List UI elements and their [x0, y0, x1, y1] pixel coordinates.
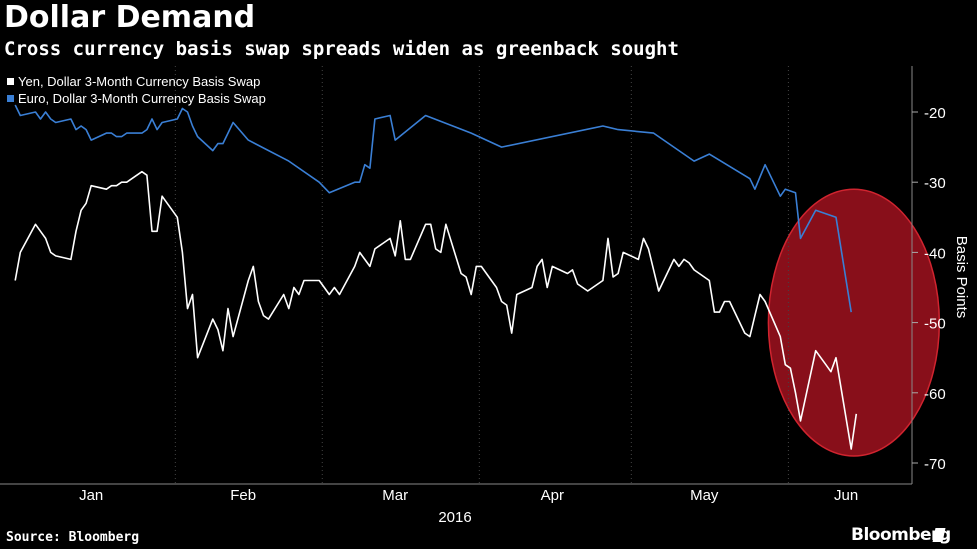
- chart-title: Dollar Demand: [4, 0, 256, 35]
- legend-swatch: [7, 95, 14, 102]
- legend: Yen, Dollar 3-Month Currency Basis Swap E…: [7, 74, 266, 106]
- x-tick-label: Feb: [230, 487, 256, 504]
- y-tick-label: -70: [924, 456, 946, 473]
- highlight-ellipse: [767, 188, 941, 457]
- x-tick-label: Jun: [834, 487, 858, 504]
- y-tick-label: -30: [924, 175, 946, 192]
- bloomberg-logo: Bloomberg: [851, 525, 951, 545]
- series-line-yen: [14, 170, 858, 450]
- x-tick-label: May: [690, 487, 719, 504]
- x-axis-label: 2016: [438, 509, 471, 526]
- legend-swatch: [7, 78, 14, 85]
- x-tick-label: Jan: [79, 487, 103, 504]
- grid-layer: [174, 66, 789, 484]
- y-axis-label: Basis Points: [953, 236, 970, 319]
- x-tick-label: Mar: [382, 487, 408, 504]
- axes-layer: -20 -30 -40 -50 -60 -70 Jan Feb Mar Apr May Jun: [0, 66, 946, 504]
- x-tick-label: Apr: [541, 487, 564, 504]
- y-tick-label: -60: [924, 386, 946, 403]
- y-tick-label: -40: [924, 245, 946, 262]
- chart-subtitle: Cross currency basis swap spreads widen …: [4, 38, 679, 60]
- y-tick-label: -50: [924, 316, 946, 333]
- source-note: Source: Bloomberg: [6, 530, 140, 545]
- series-line-euro: [14, 104, 852, 313]
- highlight-layer: [767, 188, 941, 457]
- legend-label: Yen, Dollar 3-Month Currency Basis Swap: [18, 74, 260, 89]
- y-tick-label: -20: [924, 105, 946, 122]
- series-layer: [14, 104, 858, 450]
- legend-label: Euro, Dollar 3-Month Currency Basis Swap: [18, 91, 266, 106]
